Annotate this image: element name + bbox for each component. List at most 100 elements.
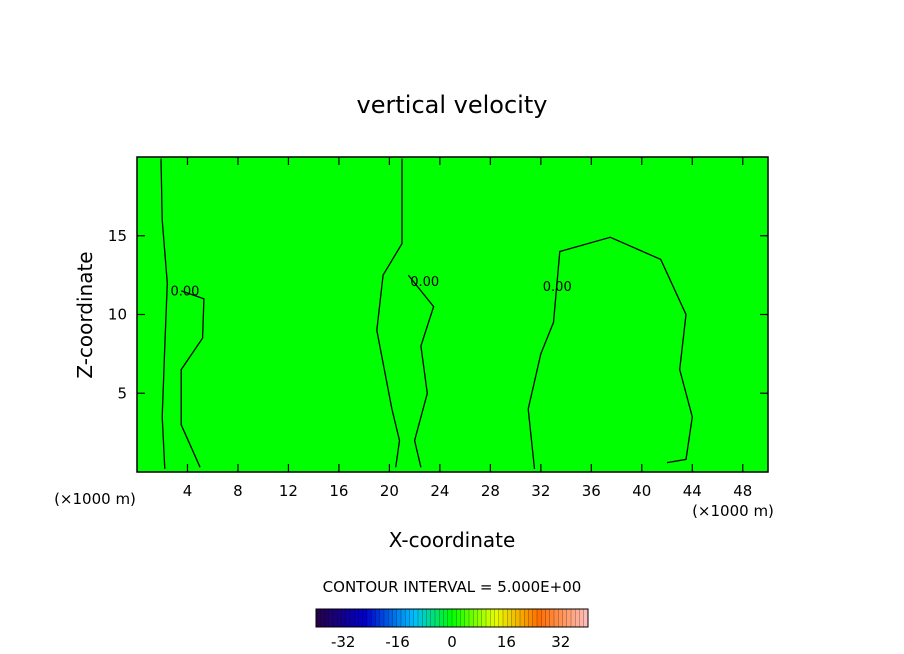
colorbar-tick-label: -16: [385, 633, 410, 651]
contour-labels: 0.00 0.00 0.00: [170, 275, 571, 299]
colorbar-swatch: [481, 609, 487, 627]
x-tick-label: 44: [683, 482, 702, 500]
x-tick-label: 16: [329, 482, 348, 500]
colorbar-swatch: [435, 609, 440, 627]
colorbar-swatch: [579, 609, 585, 627]
colorbar-swatch: [545, 609, 551, 627]
colorbar-swatch: [409, 609, 415, 627]
plot-area: [137, 157, 768, 472]
colorbar-tick-label: -32: [331, 633, 356, 651]
colorbar-swatch: [396, 609, 402, 627]
x-tick-label: 24: [430, 482, 449, 500]
colorbar-swatch: [464, 609, 470, 627]
y-axis-label: Z-coordinate: [73, 251, 97, 378]
colorbar-tick-label: 0: [447, 633, 457, 651]
colorbar-swatch: [447, 609, 453, 627]
contour-label-0: 0.00: [170, 285, 199, 300]
colorbar-swatch: [316, 609, 321, 627]
colorbar-swatch: [520, 609, 525, 627]
colorbar-swatch: [379, 609, 385, 627]
colorbar-swatch: [371, 609, 376, 627]
x-tick-label: 8: [233, 482, 243, 500]
contour-label-1: 0.00: [410, 275, 439, 290]
colorbar-swatch: [537, 609, 542, 627]
colorbar-swatch: [566, 609, 572, 627]
x-axis-ticks: 4 8 12 16 20 24 28 32 36 40 44 48: [183, 157, 752, 500]
x-tick-label: 4: [183, 482, 193, 500]
colorbar-swatch: [392, 609, 398, 627]
colorbar-swatch: [439, 609, 444, 627]
colorbar-swatch: [333, 609, 338, 627]
colorbar-swatch: [562, 609, 568, 627]
x-unit-left: (×1000 m): [54, 490, 136, 508]
colorbar-swatch: [452, 609, 457, 627]
colorbar-swatch: [469, 609, 474, 627]
contour-lines: [160, 158, 693, 469]
y-tick-label: 15: [108, 227, 127, 245]
contour-line-4: [527, 236, 693, 469]
colorbar-swatch: [320, 609, 325, 627]
colorbar-ticks: -32 -16 0 16 32: [331, 633, 570, 651]
colorbar-swatch: [358, 609, 364, 627]
contour-line-3: [407, 274, 435, 468]
colorbar-tick-label: 32: [551, 633, 570, 651]
colorbar-swatch: [571, 609, 576, 627]
colorbar-swatch: [388, 609, 393, 627]
colorbar-swatch: [422, 609, 427, 627]
colorbar-swatch: [426, 609, 432, 627]
x-tick-label: 48: [733, 482, 752, 500]
colorbar-swatch: [558, 609, 563, 627]
colorbar-swatch: [583, 609, 589, 627]
x-tick-label: 20: [380, 482, 399, 500]
colorbar-swatch: [490, 609, 495, 627]
contour-line-1: [180, 290, 205, 468]
colorbar-swatch: [503, 609, 508, 627]
contour-line-2: [376, 158, 403, 468]
colorbar-swatch: [413, 609, 419, 627]
colorbar-swatch: [575, 609, 580, 627]
colorbar-swatch: [350, 609, 355, 627]
colorbar-swatch: [375, 609, 381, 627]
colorbar-swatch: [507, 609, 512, 627]
colorbar-swatch: [324, 609, 330, 627]
contour-label-2: 0.00: [543, 280, 572, 295]
colorbar-swatch: [511, 609, 517, 627]
x-tick-label: 32: [531, 482, 550, 500]
colorbar-swatch: [486, 609, 491, 627]
colorbar-swatch: [405, 609, 410, 627]
colorbar-swatch: [367, 609, 372, 627]
colorbar-swatch: [524, 609, 529, 627]
colorbar-frame: [315, 608, 589, 628]
colorbar-swatch: [443, 609, 449, 627]
colorbar-swatch: [354, 609, 359, 627]
colorbar-swatch: [498, 609, 504, 627]
colorbar-swatch: [494, 609, 500, 627]
y-tick-label: 10: [108, 306, 127, 324]
x-tick-label: 28: [481, 482, 500, 500]
chart-title: vertical velocity: [357, 91, 548, 119]
contour-line-0: [160, 158, 168, 469]
x-tick-label: 36: [582, 482, 601, 500]
colorbar-swatch: [337, 609, 342, 627]
colorbar-swatch: [528, 609, 534, 627]
colorbar-swatch: [477, 609, 483, 627]
colorbar-swatch: [341, 609, 347, 627]
colorbar-swatch: [328, 609, 334, 627]
colorbar-swatch: [515, 609, 521, 627]
colorbar-swatch: [554, 609, 559, 627]
colorbar-swatch: [456, 609, 461, 627]
colorbar: [315, 608, 589, 628]
colorbar-swatch: [532, 609, 538, 627]
colorbar-swatch: [473, 609, 478, 627]
colorbar-swatch: [362, 609, 368, 627]
colorbar-swatch: [401, 609, 406, 627]
colorbar-swatch: [418, 609, 423, 627]
colorbar-swatch: [541, 609, 546, 627]
colorbar-swatch: [430, 609, 436, 627]
y-axis-ticks: 5 10 15: [108, 227, 768, 402]
x-unit-right: (×1000 m): [692, 502, 774, 520]
x-tick-label: 12: [279, 482, 298, 500]
colorbar-tick-label: 16: [497, 633, 516, 651]
colorbar-swatch: [549, 609, 555, 627]
